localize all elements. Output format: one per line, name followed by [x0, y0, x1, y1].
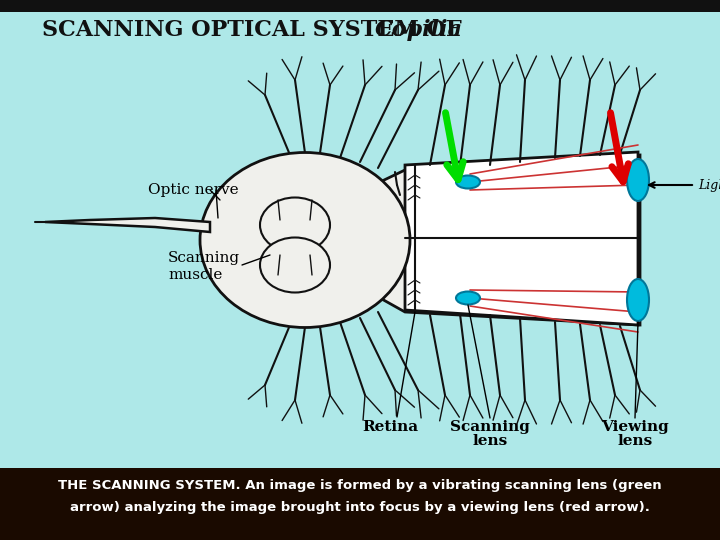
Text: lens: lens — [472, 434, 508, 448]
Polygon shape — [405, 152, 638, 325]
Text: Viewing: Viewing — [601, 420, 669, 434]
Ellipse shape — [260, 198, 330, 253]
Text: THE SCANNING SYSTEM. An image is formed by a vibrating scanning lens (green: THE SCANNING SYSTEM. An image is formed … — [58, 480, 662, 492]
Text: Retina: Retina — [362, 420, 418, 434]
Polygon shape — [45, 218, 210, 232]
Text: lens: lens — [617, 434, 652, 448]
Text: arrow) analyzing the image brought into focus by a viewing lens (red arrow).: arrow) analyzing the image brought into … — [70, 501, 650, 514]
Polygon shape — [380, 155, 640, 325]
Text: Scanning: Scanning — [168, 251, 240, 265]
Ellipse shape — [456, 176, 480, 188]
Ellipse shape — [627, 159, 649, 201]
Text: Optic nerve: Optic nerve — [148, 183, 238, 197]
Ellipse shape — [200, 152, 410, 327]
Text: muscle: muscle — [168, 268, 222, 282]
Text: SCANNING OPTICAL SYSTEM OF: SCANNING OPTICAL SYSTEM OF — [42, 19, 469, 41]
Text: Light: Light — [698, 179, 720, 192]
Ellipse shape — [627, 279, 649, 321]
Ellipse shape — [456, 292, 480, 305]
Bar — [0, 468, 720, 540]
Ellipse shape — [260, 238, 330, 293]
Text: Copilia: Copilia — [375, 19, 463, 41]
Bar — [0, 0, 720, 12]
Text: Scanning: Scanning — [450, 420, 530, 434]
